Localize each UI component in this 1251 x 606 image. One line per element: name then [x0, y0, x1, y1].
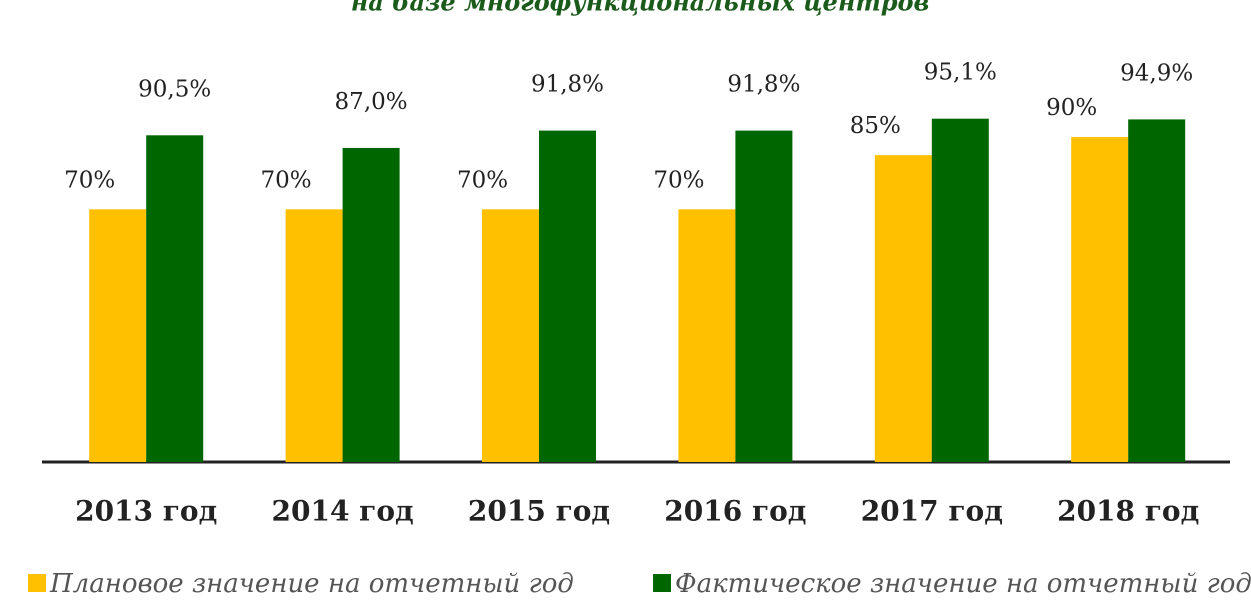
- x-tick-label: 2016 год: [664, 495, 806, 528]
- value-label: 70%: [261, 167, 312, 193]
- bar: [735, 130, 793, 463]
- bar: [482, 209, 539, 462]
- bar: [874, 155, 932, 462]
- value-label: 87,0%: [335, 89, 408, 115]
- value-label: 94,9%: [1120, 60, 1193, 86]
- x-tick-label: 2017 год: [861, 495, 1003, 528]
- value-label: 70%: [653, 167, 704, 193]
- legend-swatch: [28, 574, 46, 592]
- bar: [1128, 119, 1186, 462]
- bar: [539, 130, 596, 463]
- legend-label: Фактическое значение на отчетный год: [675, 569, 1251, 599]
- value-label: 90,5%: [138, 76, 211, 102]
- bar: [89, 209, 147, 462]
- value-label: 90%: [1046, 95, 1097, 121]
- value-label: 70%: [64, 167, 115, 193]
- value-label: 95,1%: [924, 60, 997, 86]
- legend-swatch: [653, 574, 671, 592]
- chart-title: на базе многофункциональных центров: [351, 0, 930, 17]
- x-tick-label: 2013 год: [75, 495, 217, 528]
- value-label: 70%: [457, 167, 508, 193]
- bar: [342, 147, 400, 462]
- value-label: 85%: [850, 113, 901, 139]
- bar: [1071, 137, 1129, 462]
- value-label: 91,8%: [727, 72, 800, 98]
- x-tick-label: 2014 год: [272, 495, 414, 528]
- bar: [285, 209, 343, 462]
- bar: [678, 209, 736, 462]
- x-tick-label: 2015 год: [468, 495, 610, 528]
- legend-label: Плановое значение на отчетный год: [49, 569, 574, 599]
- value-label: 91,8%: [531, 72, 604, 98]
- bar: [146, 135, 204, 463]
- x-tick-label: 2018 год: [1057, 495, 1199, 528]
- bar: [931, 118, 989, 463]
